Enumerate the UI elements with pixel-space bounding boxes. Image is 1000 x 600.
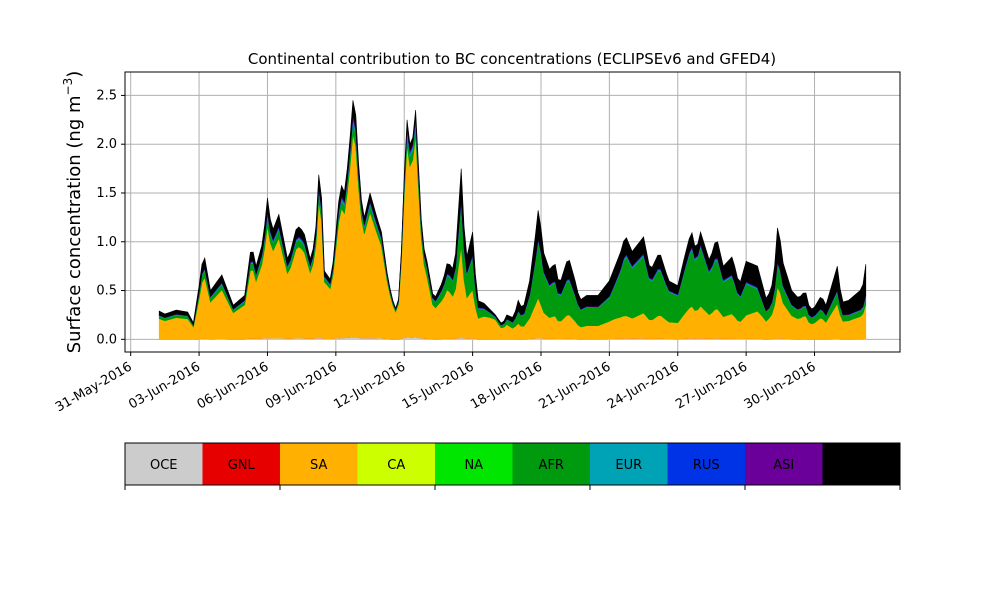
- legend-swatch-oce: [125, 443, 203, 485]
- legend-label-afr: AFR: [539, 458, 564, 473]
- y-tick-label: 1.0: [96, 235, 117, 250]
- y-tick-label: 1.5: [96, 186, 117, 201]
- chart-title: Continental contribution to BC concentra…: [248, 50, 776, 68]
- legend-label-sa: SA: [310, 458, 327, 473]
- legend-label-asi: ASI: [773, 458, 794, 473]
- legend-label-oce: OCE: [150, 458, 178, 473]
- legend-swatch-aus: [822, 443, 901, 485]
- legend-label-aus: AUS: [848, 458, 875, 473]
- y-axis-ticks: 0.0 0.5 1.0 1.5 2.0 2.5: [96, 88, 125, 347]
- y-tick-label: 0.0: [96, 332, 117, 347]
- legend-swatch-sa: [280, 443, 358, 485]
- legend-label-gnl: GNL: [228, 458, 256, 473]
- y-axis-label: Surface concentration (ng m−3): [61, 71, 85, 354]
- legend-swatch-na: [435, 443, 513, 485]
- legend-swatch-asi: [745, 443, 823, 485]
- y-tick-label: 0.5: [96, 284, 117, 299]
- legend-label-rus: RUS: [693, 458, 720, 473]
- legend-label-eur: EUR: [615, 458, 642, 473]
- legend-label-ca: CA: [387, 458, 405, 473]
- area-aus: [158, 100, 867, 326]
- legend-label-na: NA: [464, 458, 483, 473]
- legend-swatch-rus: [667, 443, 746, 485]
- y-tick-label: 2.5: [96, 88, 117, 103]
- legend-swatch-gnl: [202, 443, 281, 485]
- legend: OCE GNL SA CA NA AFR EUR RUS ASI AUS: [124, 442, 901, 490]
- plot-frame: [124, 71, 901, 353]
- y-tick-label: 2.0: [96, 137, 117, 152]
- legend-swatch-afr: [512, 443, 591, 485]
- legend-swatch-ca: [357, 443, 436, 485]
- legend-swatch-eur: [590, 443, 668, 485]
- stacked-areas: [158, 100, 867, 340]
- legend-frame: [124, 442, 901, 486]
